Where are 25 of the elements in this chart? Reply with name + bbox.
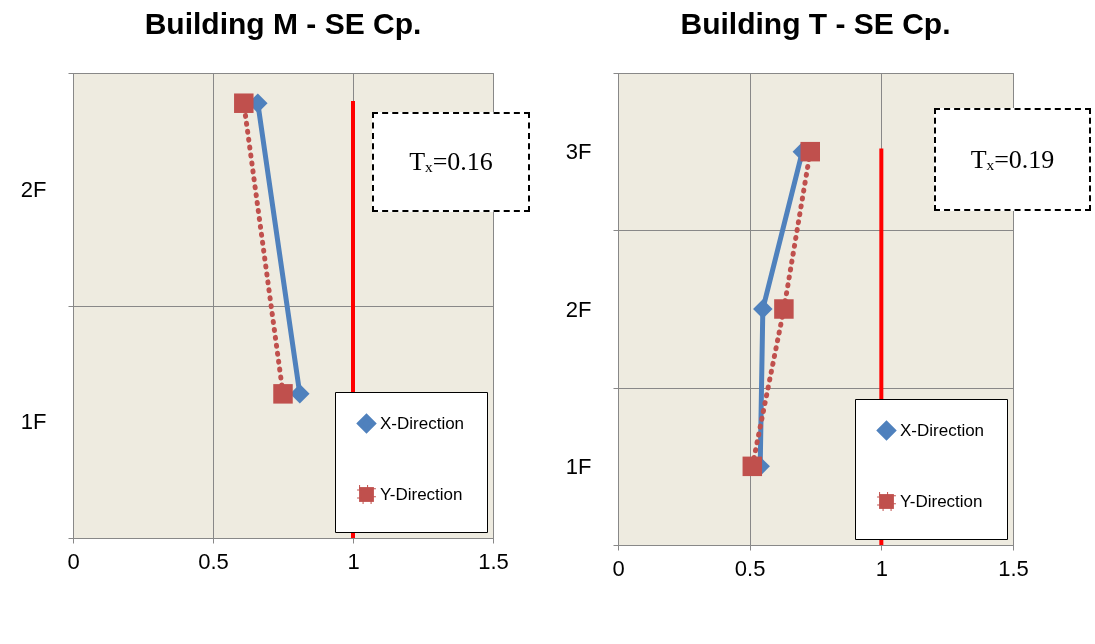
x-tick-label: 0: [67, 548, 80, 574]
x-tick-label: 1: [347, 548, 360, 574]
point: [800, 141, 820, 162]
y-tick-label: 2F: [20, 176, 47, 202]
note-box: Tₓ=0.19: [934, 108, 1091, 211]
y-tick-label: 3F: [565, 139, 592, 165]
x-tick-label: 0: [612, 555, 625, 581]
chart-title: Building T - SE Cp.: [680, 7, 951, 40]
y-tick-label: 1F: [565, 453, 592, 479]
legend-label: Y-Direction: [900, 491, 983, 511]
point: [774, 299, 794, 319]
point: [742, 456, 763, 477]
chart-title: Building M - SE Cp.: [144, 7, 422, 40]
legend-label: X-Direction: [900, 420, 985, 440]
x-tick-label: 1: [875, 555, 888, 581]
x-tick-label: 0.5: [198, 548, 229, 574]
y-tick-label: 1F: [20, 409, 47, 435]
x-tick-label: 1.5: [998, 555, 1029, 581]
y-tick-label: 2F: [565, 296, 592, 322]
legend-label: X-Direction: [380, 413, 465, 433]
x-tick-label: 1.5: [478, 548, 509, 574]
legend-label: Y-Direction: [380, 484, 463, 504]
x-tick-label: 0.5: [734, 555, 766, 581]
point: [753, 299, 773, 319]
note-box: Tₓ=0.16: [372, 112, 530, 212]
